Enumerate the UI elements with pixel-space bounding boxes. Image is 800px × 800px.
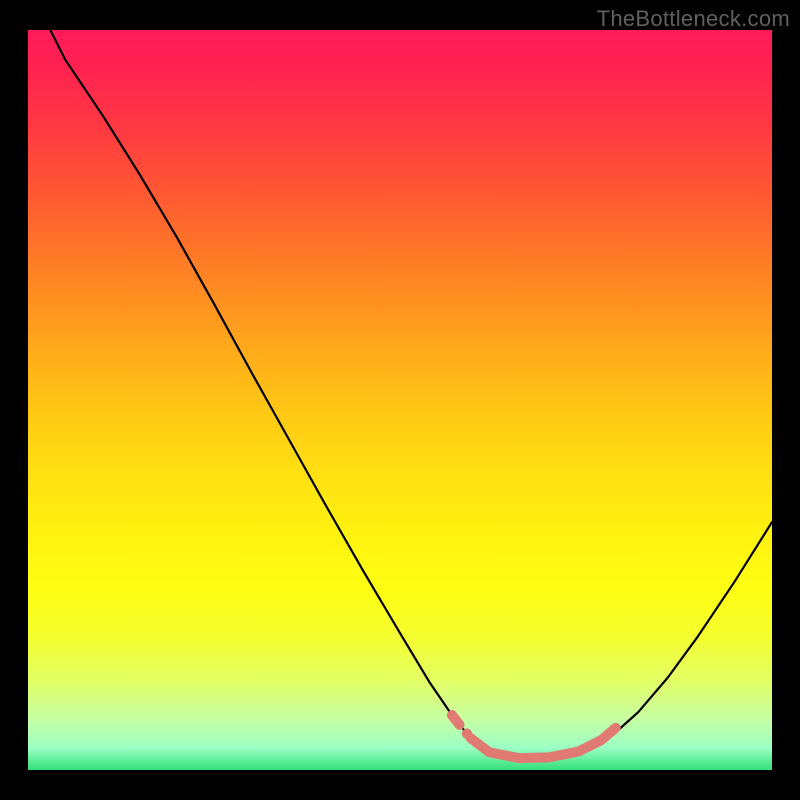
- bottleneck-marker-dot: [462, 729, 472, 739]
- chart-frame: TheBottleneck.com: [0, 0, 800, 800]
- watermark-text: TheBottleneck.com: [597, 6, 790, 32]
- bottleneck-chart: [0, 0, 800, 800]
- bottleneck-marker-dot: [447, 710, 457, 720]
